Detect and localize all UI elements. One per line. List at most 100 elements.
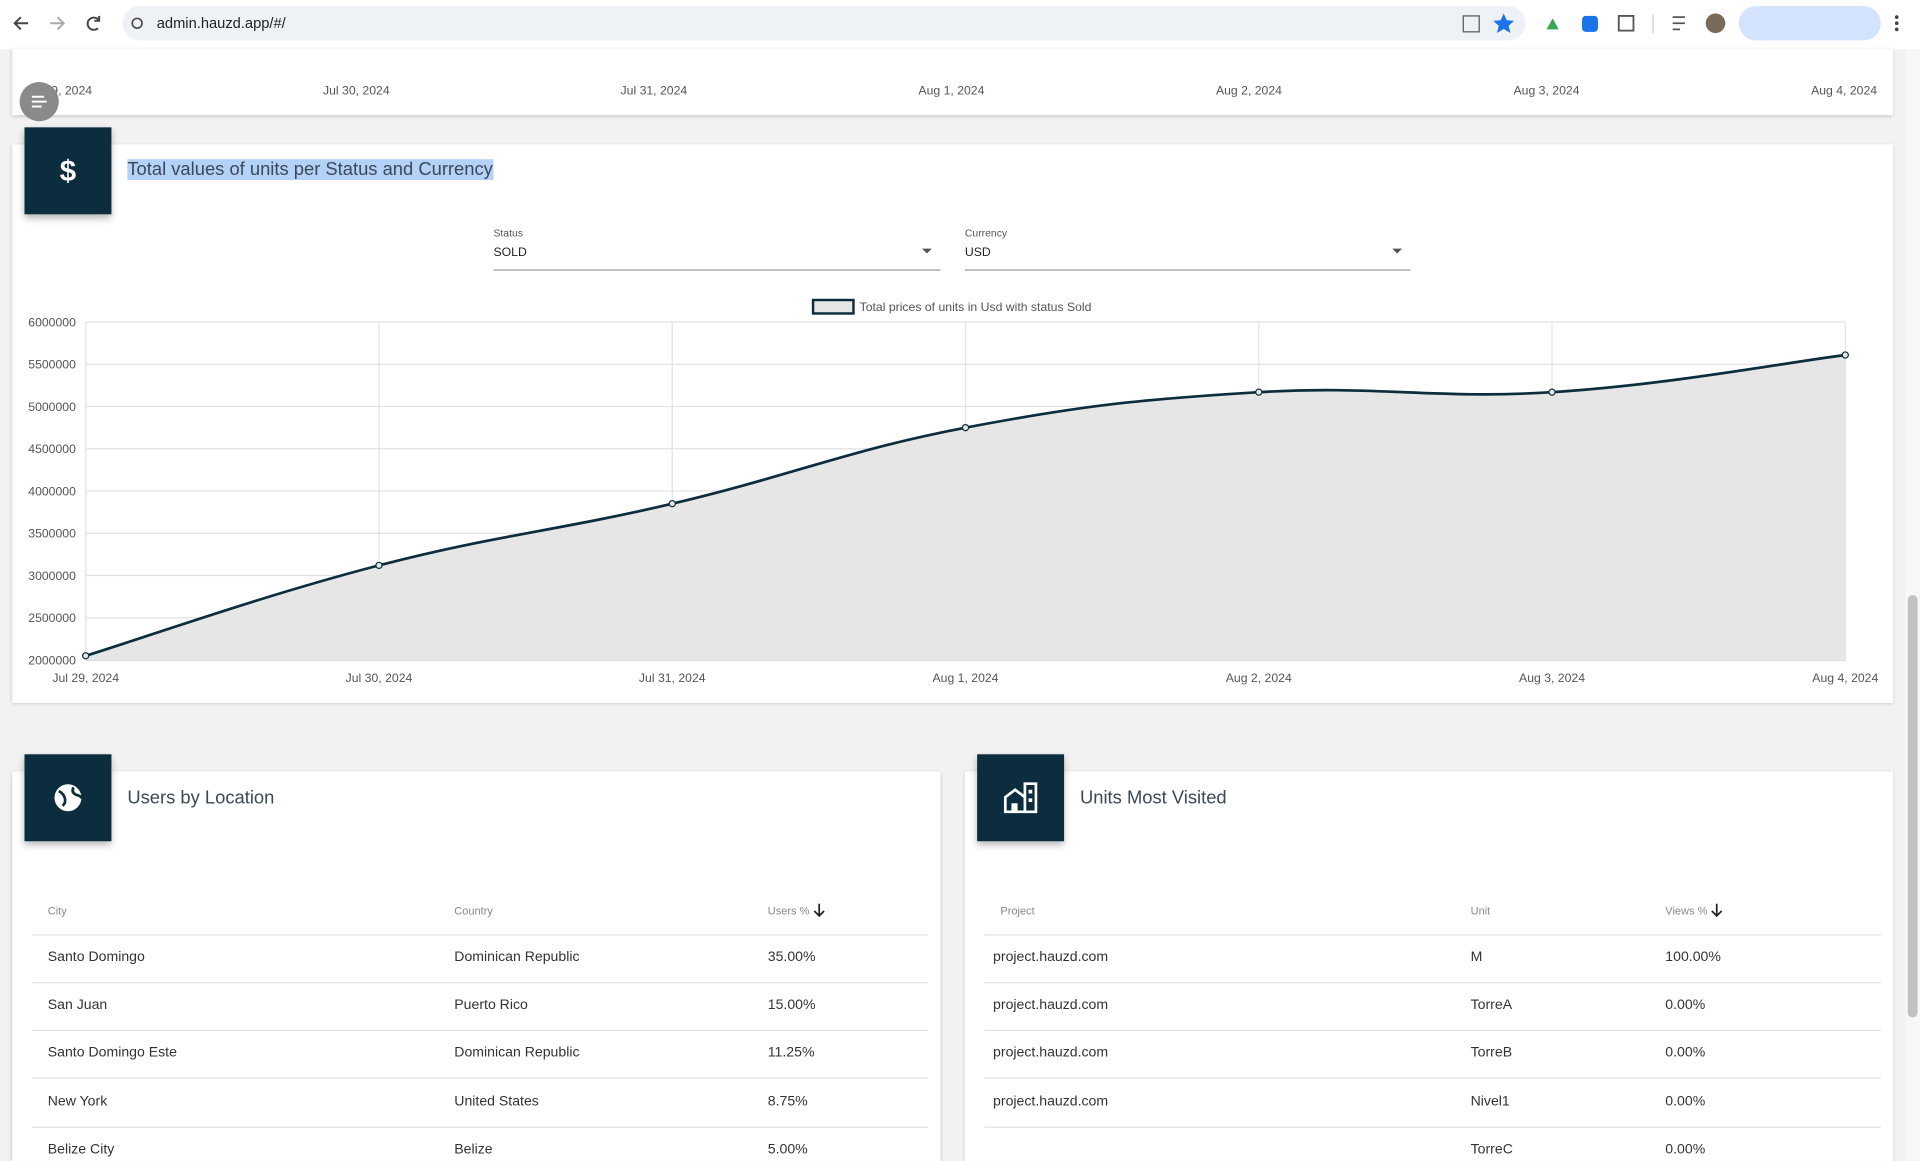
x-tick-label: Aug 4, 2024 (1811, 83, 1877, 97)
y-tick-label: 2500000 (28, 611, 76, 625)
x-tick-label: Aug 3, 2024 (1514, 83, 1580, 97)
column-header: Country (454, 904, 493, 918)
y-tick-label: 5000000 (28, 400, 76, 414)
column-header: Project (1000, 904, 1035, 918)
row-divider (984, 1030, 1881, 1032)
point (668, 500, 676, 508)
y-tick-label: 6000000 (28, 315, 76, 329)
row-divider (31, 1126, 929, 1128)
point (1548, 388, 1556, 396)
browser-toolbar: admin.hauzd.app/#/ (0, 0, 1920, 49)
row-divider (984, 1126, 1881, 1128)
status-select[interactable]: Status SOLD (493, 225, 941, 271)
profile-avatar[interactable] (1705, 13, 1726, 34)
table-cell: TorreC (1470, 1142, 1513, 1157)
x-tick-label: Jul 31, 2024 (621, 83, 688, 97)
table-cell: Dominican Republic (454, 1046, 580, 1061)
bookmark-star[interactable] (1493, 13, 1515, 34)
table-cell: 15.00% (767, 998, 816, 1013)
menu-button[interactable] (1894, 15, 1899, 19)
point (82, 652, 90, 660)
point (961, 423, 970, 432)
y-tick-label: 4500000 (28, 442, 76, 456)
table-cell: Belize City (47, 1142, 115, 1157)
row-divider (31, 934, 929, 936)
globe-icon-box (24, 754, 112, 842)
column-header: Views % (1665, 903, 1723, 917)
x-tick-label: Jul 30, 2024 (323, 83, 390, 97)
forward-button[interactable] (50, 16, 66, 31)
sort-icon[interactable] (1711, 903, 1723, 918)
y-tick-label: 5500000 (28, 358, 76, 372)
extensions-button[interactable] (1617, 15, 1635, 32)
y-tick-label: 3500000 (28, 527, 76, 541)
table-cell: 8.75% (767, 1094, 808, 1109)
dollar-icon: $ (60, 155, 76, 188)
table-cell: 35.00% (767, 950, 816, 965)
toolbar-icons: admin.hauzd.app/#/ (13, 6, 1899, 41)
globe-icon (54, 784, 84, 812)
table-cell: Puerto Rico (454, 998, 528, 1013)
site-info-icon[interactable] (131, 17, 143, 29)
menu-button (1894, 21, 1899, 26)
table-cell: project.hauzd.com (993, 998, 1109, 1013)
line-chart: 2000000 2500000 3000000 3500000 4000000 45000… (28, 298, 1878, 685)
x-tick-label: Jul 29, 2024 (52, 671, 119, 685)
x-tick-label: Aug 3, 2024 (1519, 671, 1585, 685)
x-tick-label: Jul 30, 2024 (346, 671, 413, 685)
legend-swatch (811, 298, 855, 315)
x-tick-label: Aug 1, 2024 (933, 671, 999, 685)
dropdown-arrow (922, 248, 932, 254)
profile-chip[interactable] (1738, 6, 1881, 41)
x-tick-label: Aug 2, 2024 (1216, 83, 1282, 97)
column-header: City (47, 904, 67, 918)
reload-button[interactable] (86, 15, 101, 31)
point (1841, 351, 1849, 359)
back-button[interactable] (13, 16, 29, 31)
table-cell: San Juan (47, 998, 108, 1013)
building-icon (1003, 782, 1038, 814)
currency-select[interactable]: Currency USD (964, 225, 1411, 271)
table-cell: Santo Domingo Este (47, 1046, 177, 1061)
extension-icon[interactable] (1582, 15, 1598, 32)
table-cell: 5.00% (767, 1142, 808, 1157)
chart-card-title: Total values of units per Status and Cur… (127, 159, 493, 181)
row-divider (31, 1078, 929, 1080)
menu-fab-icon (31, 95, 47, 108)
reading-list[interactable] (1672, 16, 1685, 31)
dollar-icon-box: $ (24, 127, 112, 215)
table-cell: United States (454, 1094, 539, 1109)
table-cell: 100.00% (1665, 950, 1721, 965)
translate-icon[interactable] (1462, 15, 1480, 33)
area (85, 354, 1846, 661)
column-header: Unit (1470, 904, 1491, 918)
x-tick-label: Aug 4, 2024 (1812, 671, 1878, 685)
scrollbar-thumb[interactable] (1907, 595, 1918, 1018)
menu-fab[interactable] (19, 82, 59, 122)
select-label: Currency (964, 226, 1008, 239)
row-divider (984, 934, 1881, 936)
extension-icon[interactable] (1546, 18, 1559, 30)
table-cell: M (1470, 950, 1483, 965)
users-card (12, 771, 941, 1161)
legend-label: Total prices of units in Usd with status… (860, 300, 1092, 314)
table-cell: 11.25% (767, 1046, 815, 1061)
table-cell: project.hauzd.com (993, 950, 1109, 965)
x-tick-label: Jul 31, 2024 (639, 671, 706, 685)
table-cell: project.hauzd.com (993, 1046, 1109, 1061)
address-bar[interactable] (122, 6, 1526, 41)
sort-icon[interactable] (813, 903, 825, 918)
previous-chart-axis: Jul 29, 2024 Jul 30, 2024 Jul 31, 2024 Aug … (25, 83, 1877, 97)
row-divider (984, 1078, 1881, 1080)
table-cell: Belize (454, 1142, 493, 1157)
table-cell: TorreA (1470, 998, 1513, 1013)
building-icon-box (977, 754, 1065, 842)
y-tick-label: 4000000 (28, 484, 76, 498)
table-cell: 0.00% (1665, 1094, 1706, 1109)
table-cell: project.hauzd.com (993, 1094, 1109, 1109)
row-divider (31, 982, 929, 984)
url: admin.hauzd.app/#/ (157, 16, 287, 32)
table-cell: Santo Domingo (47, 950, 145, 965)
